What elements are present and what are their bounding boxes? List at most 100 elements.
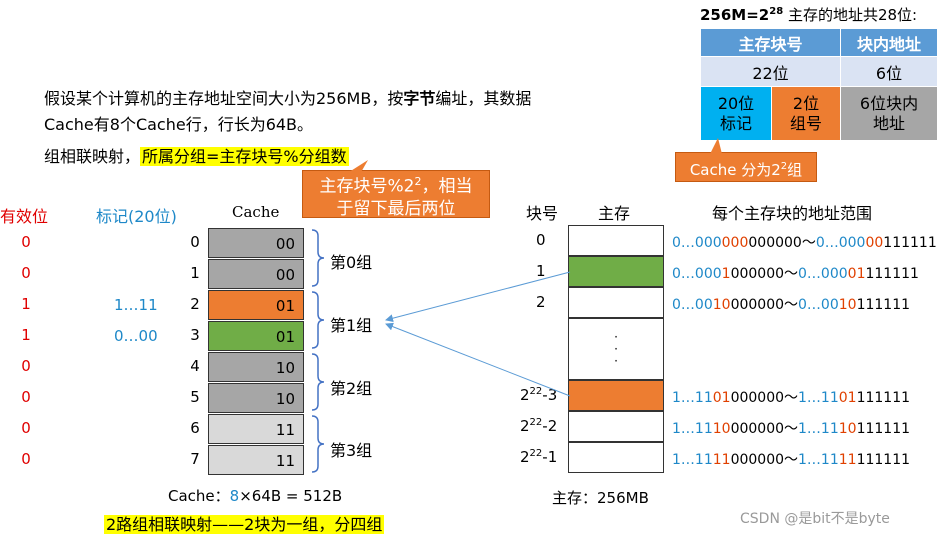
block-base: 2 [520,448,530,466]
problem-statement: 假设某个计算机的主存地址空间大小为256MB，按字节编址，其数据Cache有8个… [44,89,532,134]
range-separator: ～ [784,421,799,437]
block-exp: 22 [529,386,543,397]
address-range: 1…1111000000～1…1111111111 [672,449,910,469]
block-offset-width: 6位 [840,56,938,87]
address-part: 1…11 [672,390,713,406]
memory-block [568,256,664,287]
address-part: 111111 [883,235,937,251]
cache-line-index: 4 [190,357,200,375]
range-separator: ～ [784,266,799,282]
address-part: 0…00 [798,297,839,313]
block-number-header: 主存块号 [700,28,841,57]
address-part: 01 [847,266,866,282]
cache-line-index: 5 [190,388,200,406]
address-part: 111111 [856,297,911,313]
tag-value: 0…00 [114,327,158,345]
valid-bit: 0 [21,388,31,406]
cache-size: Cache：8×64B = 512B [168,487,343,505]
address-part: 000000 [730,266,785,282]
address-part: 000000 [730,390,785,406]
cache-header: Cache [232,203,280,221]
range-separator: ～ [801,235,816,251]
cache-line-index: 0 [190,233,200,251]
address-part: 0…000 [815,235,866,251]
address-part: 01 [712,390,731,406]
address-part: 11 [838,452,857,468]
block-number-label: 222-2 [520,417,557,435]
cache-line: 01 [208,321,304,351]
address-part: 1…11 [672,421,713,437]
memory-gap: · · · [568,318,664,380]
cache-line: 00 [208,228,304,258]
group-braces [311,229,325,473]
memory-block [568,287,664,318]
block-tail: -1 [542,448,558,466]
mapping-rule: 组相联映射， 所属分组=主存块号%分组数 [44,147,349,166]
mod-callout-pointer [346,160,368,174]
address-bits-title: 256M=228 主存的地址共28位: [700,6,918,24]
block-base: 2 [536,293,546,311]
cache-line-index: 6 [190,419,200,437]
cache-line-index: 7 [190,450,200,468]
address-part: 0…000 [798,266,848,282]
address-part: 10 [712,297,731,313]
valid-bit: 0 [21,357,31,375]
valid-bit: 0 [21,264,31,282]
address-part: 10 [838,421,857,437]
block-number-width: 22位 [700,56,841,87]
valid-bit-header: 有效位 [0,207,49,226]
address-part: 11 [712,452,731,468]
block-offset-header: 块内地址 [840,28,938,57]
range-separator: ～ [784,390,799,406]
address-part: 1 [721,266,731,282]
address-part: 0…00 [672,297,713,313]
cache-line: 01 [208,290,304,320]
address-part: 0…000 [672,235,722,251]
block-number-label: 1 [536,262,546,280]
block-number-label: 222-1 [520,448,557,466]
address-part: 10 [838,297,857,313]
tag-value: 1…11 [114,296,158,314]
range-separator: ～ [784,297,799,313]
block-tail: -3 [542,386,558,404]
cache-line: 10 [208,383,304,413]
address-part: 000000 [730,421,785,437]
address-part: 01 [838,390,857,406]
address-part: 111111 [865,266,919,282]
address-part: 0…000 [672,266,722,282]
tag-field: 20位 标记 [700,86,772,141]
address-part: 000 [721,235,749,251]
bottom-caption: 2路组相联映射——2块为一组，分四组 [104,515,385,534]
valid-bit: 1 [21,295,31,313]
block-tail: -2 [542,417,558,435]
block-number-col-header: 块号 [526,204,559,223]
offset-field: 6位块内 地址 [840,86,938,141]
address-range: 0…000000000000～0…00000111111 [672,232,937,252]
group-2-label: 第2组 [330,379,373,398]
cache-line-index: 3 [190,326,200,344]
address-part: 1…11 [672,452,713,468]
group-field: 2位 组号 [771,86,841,141]
tag-header: 标记(20位) [96,207,177,226]
address-range: 1…1110000000～1…1110111111 [672,418,910,438]
address-range: 0…0001000000～0…00001111111 [672,263,919,283]
address-part: 1…11 [798,421,839,437]
block-number-label: 2 [536,293,546,311]
memory-block [568,225,664,256]
address-part: 10 [712,421,731,437]
range-separator: ～ [784,452,799,468]
block-base: 1 [536,262,546,280]
address-part: 111111 [856,452,911,468]
address-part: 000000 [730,452,785,468]
valid-bit: 0 [21,233,31,251]
valid-bit: 0 [21,419,31,437]
address-range: 1…1101000000～1…1101111111 [672,387,910,407]
block-number-label: 0 [536,231,546,249]
address-structure-table: 主存块号 块内地址 22位 6位 20位 标记 2位 组号 6位块内 地址 [700,28,938,141]
cache-split-callout: Cache 分为22组 [675,152,817,182]
address-part: 1…11 [798,452,839,468]
address-part: 00 [865,235,884,251]
block-base: 2 [520,417,530,435]
address-part: 111111 [856,390,911,406]
